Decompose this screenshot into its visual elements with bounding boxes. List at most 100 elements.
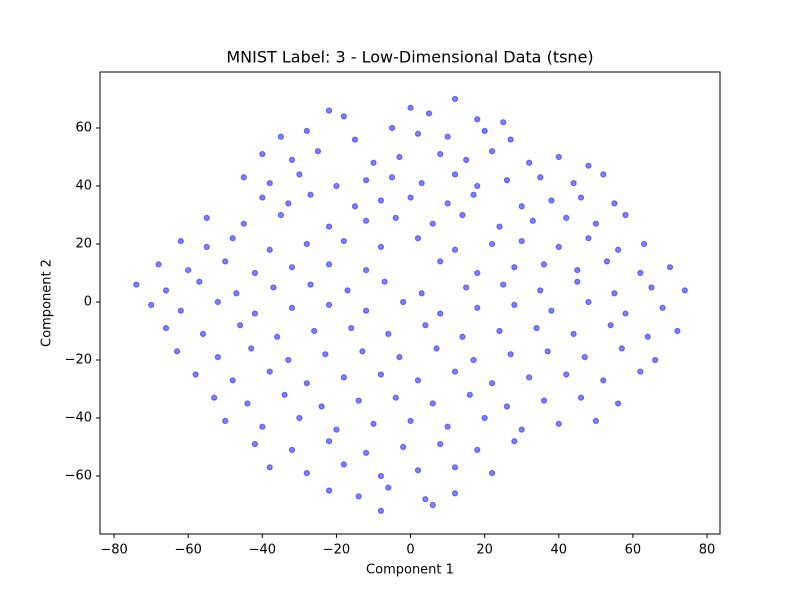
point — [574, 266, 581, 274]
point — [281, 391, 288, 398]
point — [488, 380, 496, 387]
point — [325, 107, 333, 114]
point — [325, 223, 333, 230]
point — [333, 426, 340, 433]
point — [288, 446, 296, 453]
y-tick-label: −40 — [65, 410, 92, 425]
point — [288, 304, 296, 311]
point — [437, 150, 444, 158]
point — [548, 197, 555, 204]
point — [451, 171, 459, 178]
point — [644, 333, 651, 340]
point — [214, 298, 221, 306]
point — [307, 191, 314, 198]
point — [396, 353, 403, 361]
point — [585, 162, 592, 169]
x-tick-label: 80 — [699, 543, 716, 558]
point — [414, 235, 422, 242]
point — [503, 177, 511, 184]
point — [674, 327, 681, 335]
point — [296, 414, 303, 422]
point — [529, 217, 536, 224]
point — [555, 153, 562, 161]
point — [248, 345, 255, 352]
point — [407, 417, 414, 424]
point — [392, 214, 399, 221]
point — [370, 420, 377, 427]
plot-frame — [99, 71, 721, 535]
point — [622, 310, 629, 317]
point — [555, 243, 562, 250]
point — [400, 443, 407, 451]
point — [229, 377, 236, 384]
x-tick-label: 60 — [625, 543, 642, 558]
point — [570, 330, 577, 337]
point — [433, 345, 440, 352]
point — [474, 182, 481, 190]
point — [351, 136, 359, 143]
x-tick-label: −60 — [174, 543, 201, 558]
point — [614, 400, 622, 407]
point — [466, 391, 473, 398]
point — [259, 150, 266, 158]
point — [325, 261, 333, 268]
point — [600, 171, 607, 178]
point — [266, 464, 273, 471]
point — [496, 223, 503, 230]
point — [570, 179, 577, 187]
point — [474, 446, 481, 453]
point — [681, 287, 688, 294]
point — [285, 200, 292, 207]
point — [429, 400, 436, 407]
point — [396, 153, 403, 161]
point — [500, 119, 507, 126]
point — [244, 400, 251, 407]
point — [640, 240, 648, 248]
point — [362, 177, 370, 184]
point — [355, 493, 362, 500]
point — [540, 397, 548, 404]
point — [162, 324, 170, 332]
point — [537, 174, 544, 181]
point — [325, 438, 333, 445]
point — [259, 194, 266, 201]
point — [488, 469, 496, 477]
point — [503, 403, 511, 410]
point — [233, 290, 240, 297]
point — [507, 351, 514, 358]
point — [377, 243, 385, 250]
point — [422, 496, 429, 503]
point — [555, 420, 562, 427]
point — [611, 290, 618, 297]
point — [511, 438, 518, 445]
point — [307, 281, 314, 288]
point — [585, 235, 592, 242]
point — [577, 394, 585, 401]
point — [196, 278, 203, 285]
point — [459, 211, 466, 219]
point — [544, 348, 551, 355]
point — [600, 377, 607, 384]
point — [511, 264, 518, 271]
point — [236, 322, 244, 329]
point — [229, 235, 236, 242]
point — [451, 95, 459, 103]
point — [425, 110, 433, 117]
point — [611, 200, 618, 207]
point — [518, 203, 525, 210]
point — [185, 266, 192, 274]
point — [614, 246, 622, 253]
point — [603, 258, 611, 265]
point — [563, 214, 570, 221]
point — [526, 159, 533, 166]
point — [362, 217, 370, 224]
point — [370, 159, 377, 166]
point — [451, 490, 459, 497]
x-tick-label: 0 — [406, 543, 414, 558]
point — [437, 440, 444, 448]
point — [481, 127, 488, 134]
point — [340, 237, 347, 245]
x-tick-label: 20 — [476, 543, 493, 558]
point — [288, 156, 296, 163]
